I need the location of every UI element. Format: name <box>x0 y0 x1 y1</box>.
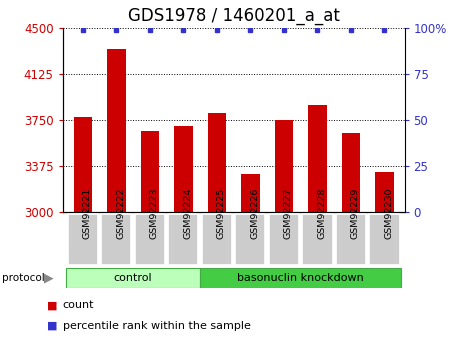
Bar <box>275 120 293 345</box>
Bar <box>202 214 232 265</box>
Bar <box>375 171 394 345</box>
Bar <box>302 214 332 265</box>
Text: GSM92222: GSM92222 <box>116 188 126 239</box>
Bar <box>174 126 193 345</box>
Text: GSM92227: GSM92227 <box>284 188 293 239</box>
Text: control: control <box>114 273 153 283</box>
Bar <box>68 214 98 265</box>
Text: ■: ■ <box>46 321 57 331</box>
Title: GDS1978 / 1460201_a_at: GDS1978 / 1460201_a_at <box>128 7 339 25</box>
Bar <box>141 131 159 345</box>
Bar <box>107 49 126 345</box>
Text: GSM92225: GSM92225 <box>217 188 226 239</box>
Bar <box>168 214 199 265</box>
Text: count: count <box>63 300 94 310</box>
Bar <box>208 112 226 345</box>
Bar <box>269 214 299 265</box>
Bar <box>369 214 399 265</box>
Text: GSM92229: GSM92229 <box>351 188 360 239</box>
Bar <box>200 268 401 288</box>
Text: GSM92224: GSM92224 <box>183 188 193 239</box>
Text: GSM92223: GSM92223 <box>150 188 159 239</box>
Bar <box>235 214 266 265</box>
Bar <box>66 268 200 288</box>
Bar <box>308 105 326 345</box>
Text: GSM92228: GSM92228 <box>318 188 326 239</box>
Bar <box>135 214 165 265</box>
Bar <box>336 214 366 265</box>
Text: ■: ■ <box>46 300 57 310</box>
Text: basonuclin knockdown: basonuclin knockdown <box>237 273 364 283</box>
Bar <box>342 134 360 345</box>
Text: protocol: protocol <box>2 273 45 283</box>
Text: ▶: ▶ <box>44 272 53 285</box>
Text: percentile rank within the sample: percentile rank within the sample <box>63 321 251 331</box>
Text: GSM92226: GSM92226 <box>251 188 259 239</box>
Bar <box>241 174 259 345</box>
Text: GSM92221: GSM92221 <box>83 188 92 239</box>
Bar <box>101 214 132 265</box>
Text: GSM92230: GSM92230 <box>385 188 393 239</box>
Bar <box>73 117 92 345</box>
